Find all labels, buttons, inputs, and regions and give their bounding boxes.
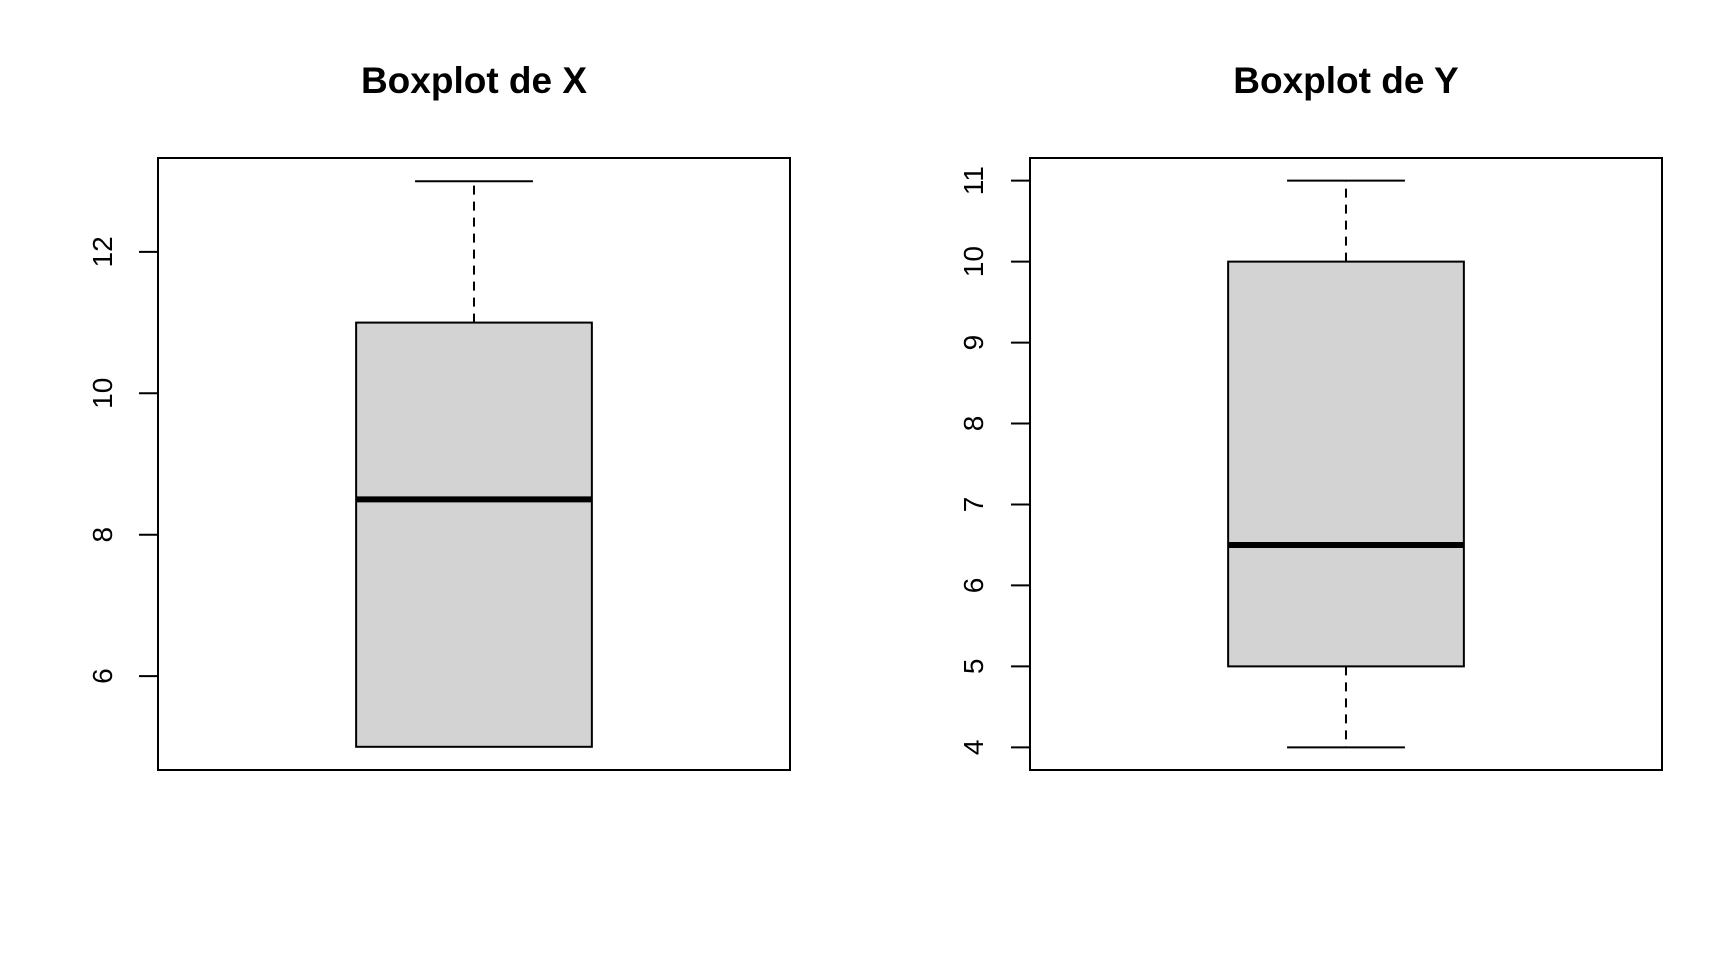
y-tick-label: 4 <box>958 740 989 756</box>
y-tick-label: 7 <box>958 497 989 513</box>
y-tick-label: 6 <box>87 668 118 684</box>
iqr-box <box>1227 260 1465 668</box>
y-tick-label: 6 <box>958 578 989 594</box>
y-tick-label: 9 <box>958 335 989 351</box>
chart-title: Boxplot de Y <box>1233 60 1459 101</box>
chart-panel-x: Boxplot de X 6 8 10 12 <box>87 60 791 771</box>
y-tick-label: 8 <box>958 416 989 432</box>
y-tick-label: 11 <box>958 166 989 195</box>
y-tick-label: 10 <box>87 378 118 409</box>
iqr-box <box>355 321 593 748</box>
chart-panel-y: Boxplot de Y 4 5 6 7 8 9 10 11 <box>958 60 1663 771</box>
y-tick-label: 10 <box>958 246 989 277</box>
y-tick-label: 12 <box>87 236 118 267</box>
y-tick-label: 5 <box>958 659 989 675</box>
chart-title: Boxplot de X <box>361 60 587 101</box>
y-tick-label: 8 <box>87 527 118 543</box>
